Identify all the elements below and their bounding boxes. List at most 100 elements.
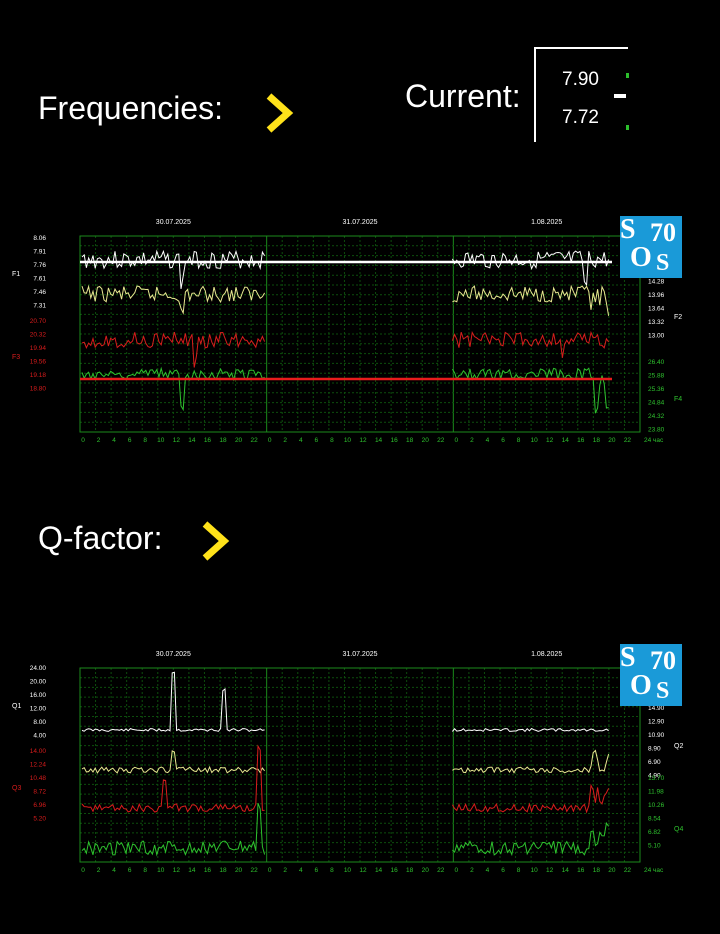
y-right-bottom-label: 24.84 — [648, 400, 665, 407]
x-tick-label: 16 — [390, 867, 398, 874]
x-tick-label: 10 — [157, 437, 165, 444]
y-left-top-label: 4.00 — [33, 733, 46, 740]
x-tick-label: 16 — [577, 437, 585, 444]
x-tick-label: 22 — [624, 437, 632, 444]
logo-number: 70 — [650, 218, 676, 247]
x-tick-label: 4 — [486, 867, 490, 874]
series-line — [452, 727, 609, 733]
qfactor-chart: 30.07.2025 31.07.2025 1.08.2025 0 2 4 6 8 10 12 14… — [0, 642, 720, 878]
frequencies-chart-svg: 30.07.2025 31.07.2025 1.08.2025 0 2 4 6 8 10 12 14… — [12, 219, 682, 444]
y-left-top-label: 12.00 — [30, 706, 47, 713]
y-right-top-label: 13.00 — [648, 333, 665, 340]
y-left-bottom-label: 18.80 — [30, 386, 47, 393]
chevron-right-icon[interactable] — [264, 92, 294, 134]
x-tick-label: 8 — [143, 867, 147, 874]
x-tick-label: 8 — [517, 437, 521, 444]
series-line — [81, 803, 266, 857]
x-tick-label: 18 — [593, 867, 601, 874]
y-left-bottom-label: 14.00 — [30, 748, 47, 755]
y-right-top-label: 13.64 — [648, 306, 665, 313]
series-label-right-bottom: Q4 — [674, 826, 683, 833]
x-tick-label: 10 — [157, 867, 165, 874]
x-tick-label: 4 — [112, 437, 116, 444]
y-right-bottom-label: 24.32 — [648, 413, 665, 420]
y-left-top-label: 7.46 — [33, 289, 46, 296]
x-tick-label: 18 — [406, 867, 414, 874]
x-tick-label: 4 — [299, 437, 303, 444]
x-tick-label: 4 — [299, 867, 303, 874]
y-left-bottom-label: 19.18 — [30, 372, 47, 379]
y-right-bottom-label: 6.82 — [648, 829, 661, 836]
series-line — [451, 783, 610, 814]
y-right-top-label: 10.90 — [648, 732, 665, 739]
y-left-top-label: 8.00 — [33, 719, 46, 726]
x-tick-label: 18 — [219, 437, 227, 444]
y-left-bottom-label: 10.48 — [30, 775, 47, 782]
x-tick-label: 8 — [517, 867, 521, 874]
series-label-right-bottom: F4 — [674, 396, 682, 403]
series-label-left-top: F1 — [12, 271, 20, 278]
date-label: 30.07.2025 — [156, 219, 191, 226]
current-marker — [614, 94, 626, 98]
y-right-bottom-label: 5.10 — [648, 843, 661, 850]
chevron-right-icon[interactable] — [200, 520, 230, 562]
logo-o: O — [630, 242, 652, 273]
x-tick-label: 12 — [546, 867, 554, 874]
y-left-bottom-label: 6.96 — [33, 802, 46, 809]
series-line — [81, 671, 265, 733]
logo-s2: S — [656, 250, 670, 276]
x-tick-label: 8 — [143, 437, 147, 444]
logo-s2: S — [656, 678, 670, 704]
series-line — [81, 744, 265, 813]
series-line — [81, 284, 266, 315]
x-tick-label: 8 — [330, 437, 334, 444]
date-label: 31.07.2025 — [342, 651, 377, 658]
x-tick-label: 8 — [330, 867, 334, 874]
series-line — [451, 367, 609, 414]
series-line — [81, 249, 266, 289]
y-right-bottom-label: 11.98 — [648, 789, 664, 796]
x-tick-label: 12 — [173, 867, 181, 874]
x-tick-label: 0 — [268, 867, 272, 874]
current-value-2: 7.72 — [562, 107, 599, 128]
date-label: 1.08.2025 — [531, 219, 562, 226]
current-label: Current: — [405, 78, 521, 114]
x-tick-label: 14 — [188, 867, 196, 874]
x-tick-label: 0 — [81, 867, 85, 874]
x-tick-label: 16 — [204, 867, 212, 874]
x-tick-label: 2 — [283, 867, 287, 874]
y-left-top-label: 8.06 — [33, 235, 46, 242]
y-left-top-label: 7.31 — [33, 303, 46, 310]
x-tick-label: 20 — [422, 867, 430, 874]
x-tick-label: 20 — [235, 437, 243, 444]
x-tick-label: 20 — [608, 867, 616, 874]
x-tick-label: 6 — [315, 437, 319, 444]
series-label-right-top: F2 — [674, 314, 682, 321]
x-tick-label: 0 — [268, 437, 272, 444]
y-right-top-label: 14.90 — [648, 705, 665, 712]
y-left-top-label: 24.00 — [30, 665, 47, 672]
y-left-bottom-label: 19.56 — [30, 359, 47, 366]
x-tick-label: 20 — [235, 867, 243, 874]
y-right-bottom-label: 25.36 — [648, 386, 665, 393]
x-tick-label: 6 — [501, 437, 505, 444]
plot-frame — [79, 235, 641, 433]
x-tick-label: 2 — [97, 437, 101, 444]
y-right-top-label: 14.28 — [648, 279, 665, 286]
logo-s1: S — [620, 214, 636, 245]
x-tick-label: 0 — [455, 437, 459, 444]
x-tick-label: 14 — [562, 867, 570, 874]
sos70-logo: S 70 O S — [620, 214, 682, 278]
series-line — [81, 331, 266, 368]
current-value-1: 7.90 — [562, 69, 599, 90]
series-line — [451, 250, 610, 287]
y-right-top-label: 13.96 — [648, 292, 665, 299]
x-tick-label: 10 — [530, 867, 538, 874]
x-tick-label: 2 — [283, 437, 287, 444]
y-left-top-label: 7.61 — [33, 276, 46, 283]
x-tick-label: 6 — [128, 867, 132, 874]
series-label-left-bottom: Q3 — [12, 785, 21, 792]
y-right-bottom-label: 25.88 — [648, 373, 665, 380]
x-tick-label: 16 — [577, 867, 585, 874]
logo-o: O — [630, 670, 652, 701]
